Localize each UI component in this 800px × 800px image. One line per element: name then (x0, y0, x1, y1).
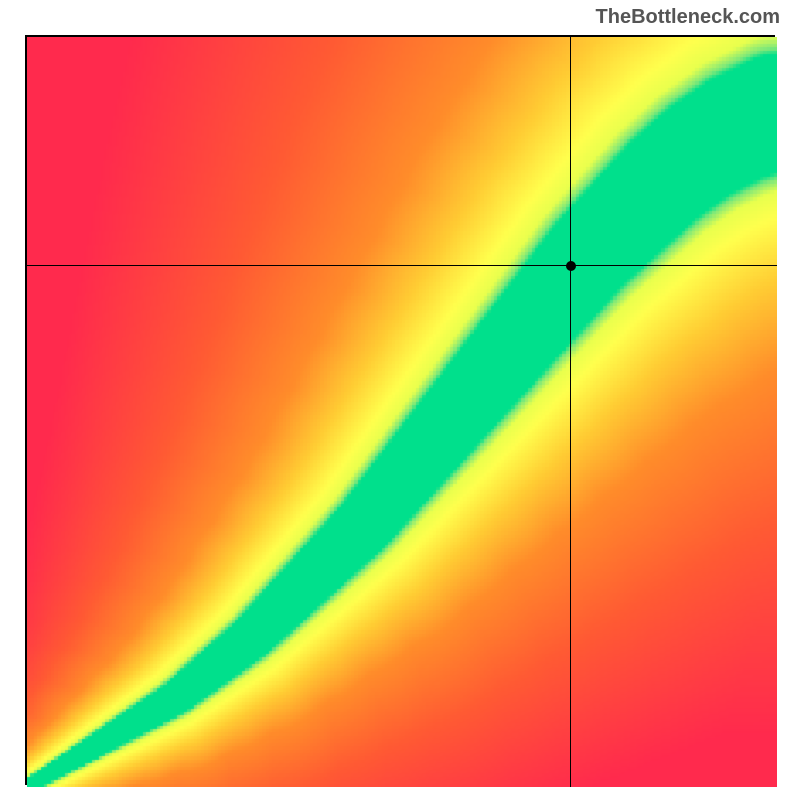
chart-frame (25, 35, 775, 785)
chart-container: TheBottleneck.com (0, 0, 800, 800)
crosshair-marker (566, 261, 576, 271)
heatmap-canvas (27, 37, 777, 787)
watermark: TheBottleneck.com (596, 6, 780, 29)
crosshair-horizontal (27, 265, 777, 266)
crosshair-vertical (570, 37, 571, 787)
